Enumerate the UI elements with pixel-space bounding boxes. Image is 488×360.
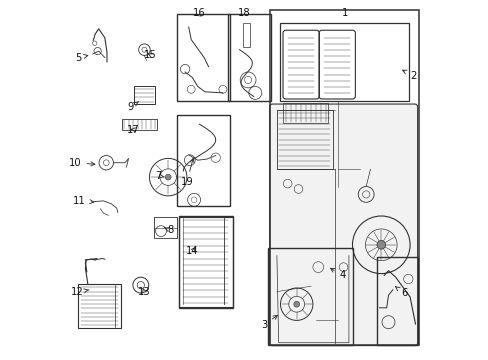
- FancyBboxPatch shape: [269, 104, 417, 346]
- Bar: [276, 110, 332, 169]
- Text: 5: 5: [75, 53, 88, 63]
- Text: 3: 3: [261, 315, 277, 330]
- Text: 17: 17: [127, 125, 140, 135]
- Bar: [177, 14, 230, 101]
- Text: 12: 12: [71, 287, 89, 297]
- Bar: [153, 217, 177, 238]
- Text: 18: 18: [238, 8, 250, 18]
- Bar: [270, 10, 418, 345]
- Text: 9: 9: [127, 102, 138, 112]
- Text: 8: 8: [164, 225, 173, 235]
- Bar: [283, 103, 328, 123]
- Bar: [122, 119, 157, 130]
- Text: 19: 19: [180, 158, 194, 187]
- Bar: [178, 216, 233, 308]
- Circle shape: [165, 174, 171, 180]
- Circle shape: [376, 240, 385, 249]
- Bar: [279, 23, 408, 101]
- Text: 2: 2: [402, 70, 415, 81]
- Text: 1: 1: [342, 8, 348, 18]
- Text: 10: 10: [69, 158, 95, 168]
- Text: 13: 13: [138, 287, 150, 297]
- Bar: [133, 86, 155, 104]
- Text: 14: 14: [185, 246, 198, 256]
- Bar: [267, 248, 352, 345]
- Text: 4: 4: [330, 268, 345, 280]
- Text: 11: 11: [73, 196, 94, 206]
- Bar: [227, 14, 271, 101]
- Text: 6: 6: [395, 287, 407, 298]
- Bar: [376, 257, 418, 345]
- Bar: [179, 217, 232, 307]
- Bar: [78, 284, 121, 328]
- Bar: [243, 23, 249, 47]
- Circle shape: [293, 301, 299, 307]
- Text: 7: 7: [155, 171, 164, 181]
- Text: 16: 16: [193, 8, 205, 18]
- Text: 15: 15: [143, 50, 156, 60]
- Bar: [177, 115, 230, 206]
